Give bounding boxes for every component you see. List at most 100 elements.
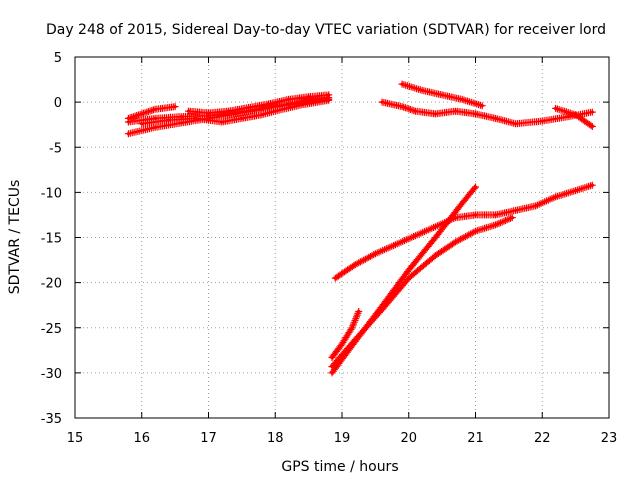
data-point	[240, 116, 244, 120]
data-point	[350, 326, 354, 330]
data-point	[380, 308, 384, 312]
data-point	[357, 309, 361, 314]
x-axis-title: GPS time / hours	[281, 459, 398, 475]
data-point	[327, 98, 331, 102]
data-point	[206, 118, 211, 122]
data-point	[433, 253, 438, 258]
data-point	[340, 342, 344, 346]
x-tick-label: 15	[67, 431, 84, 446]
series-track-6	[378, 98, 596, 128]
data-point	[246, 105, 251, 110]
data-point	[400, 105, 404, 109]
data-series	[124, 80, 596, 377]
data-point	[206, 111, 211, 115]
x-tick-label: 19	[334, 431, 351, 446]
x-tick-label: 20	[400, 431, 417, 446]
data-point	[380, 100, 384, 104]
x-tick-label: 17	[200, 431, 217, 446]
y-tick-label: -20	[41, 277, 62, 292]
data-point	[353, 337, 357, 342]
y-tick-label: 0	[54, 96, 62, 111]
data-point	[513, 208, 518, 213]
data-point	[173, 105, 177, 109]
data-point	[453, 240, 458, 244]
axis-ticks: 15 16 17 18 19 20 21 22 23 -35 -30 -25 -20 -15 -10 -5 0 5	[41, 51, 618, 446]
series-track-3	[124, 103, 179, 122]
data-point	[510, 216, 514, 220]
series-track-12	[328, 308, 363, 361]
data-point	[186, 109, 191, 113]
data-point	[287, 97, 291, 102]
data-point	[393, 243, 397, 247]
data-point	[590, 110, 594, 114]
y-tick-label: -30	[41, 367, 62, 382]
data-point	[353, 262, 357, 267]
data-point	[493, 223, 498, 227]
data-point	[180, 121, 184, 125]
data-point	[473, 229, 478, 233]
data-point	[433, 235, 438, 240]
series-track-4	[138, 96, 333, 128]
data-point	[590, 124, 594, 129]
y-tick-label: -15	[41, 232, 62, 247]
data-point	[473, 213, 478, 217]
y-tick-label: -10	[41, 186, 62, 201]
x-tick-label: 21	[467, 431, 484, 446]
x-tick-label: 22	[534, 431, 551, 446]
data-point	[153, 116, 157, 120]
data-point	[413, 234, 418, 238]
series-track-5	[185, 91, 333, 117]
data-point	[493, 116, 498, 120]
data-point	[473, 112, 478, 116]
data-point	[333, 276, 337, 280]
data-point	[260, 113, 264, 117]
x-tick-label: 16	[133, 431, 150, 446]
data-point	[433, 225, 438, 229]
data-point	[590, 183, 594, 187]
data-point	[140, 122, 144, 126]
data-point	[153, 107, 157, 111]
data-point	[533, 204, 538, 208]
data-point	[554, 106, 558, 111]
data-point	[266, 102, 271, 106]
y-tick-label: -5	[49, 141, 62, 156]
data-point	[407, 268, 411, 272]
data-point	[220, 120, 224, 124]
y-tick-label: -35	[41, 412, 62, 427]
data-point	[307, 95, 311, 99]
data-point	[440, 93, 444, 97]
data-point	[513, 122, 518, 126]
data-point	[460, 201, 464, 205]
y-tick-label: -25	[41, 322, 62, 337]
data-point	[226, 109, 231, 113]
series-track-7	[398, 80, 486, 110]
data-point	[330, 371, 334, 375]
data-point	[420, 88, 424, 92]
data-point	[433, 112, 438, 116]
data-point	[153, 125, 157, 129]
data-point	[453, 109, 458, 113]
y-tick-label: 5	[54, 51, 62, 66]
data-point	[300, 103, 304, 107]
data-point	[327, 93, 331, 97]
data-point	[193, 116, 197, 120]
data-point	[554, 195, 558, 199]
data-point	[330, 364, 334, 369]
data-point	[330, 355, 334, 360]
data-point	[413, 109, 418, 113]
data-point	[126, 116, 130, 120]
series-track-9	[331, 181, 596, 282]
series-track-8	[552, 104, 596, 130]
data-point	[126, 132, 130, 136]
data-point	[407, 276, 411, 280]
data-point	[460, 97, 464, 102]
y-axis-title: SDTVAR / TECUs	[7, 180, 23, 295]
data-point	[126, 120, 130, 124]
data-point	[540, 119, 544, 123]
data-point	[574, 188, 578, 193]
data-point	[273, 109, 277, 113]
data-point	[140, 112, 144, 116]
x-tick-label: 23	[601, 431, 618, 446]
